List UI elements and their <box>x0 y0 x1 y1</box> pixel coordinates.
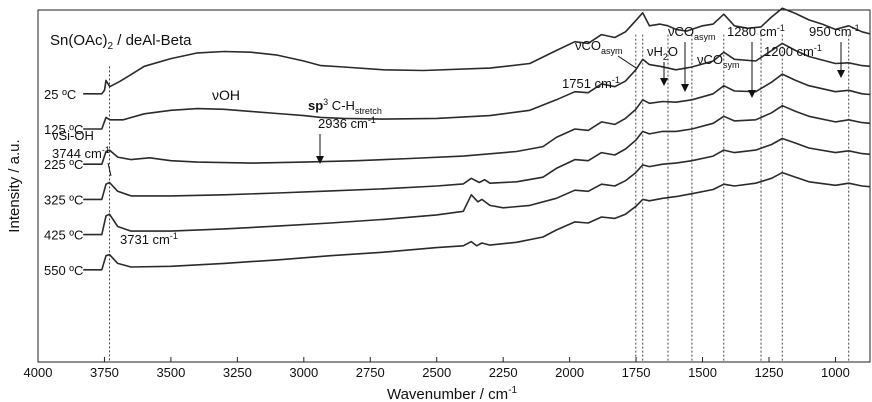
chart-title: Sn(OAc)2 / deAl-Beta <box>50 32 192 52</box>
annot-vh2o: νH2O <box>647 44 678 62</box>
annot-vsioh-pointer <box>107 162 112 177</box>
x-tick-label: 3500 <box>156 365 185 380</box>
x-tick-label: 1500 <box>688 365 717 380</box>
annot-950-arrowhead <box>837 70 845 78</box>
series-label: 325 ºC <box>44 192 83 207</box>
series-layer <box>83 7 871 271</box>
series-line-1 <box>83 42 871 130</box>
series-line-3 <box>83 104 871 201</box>
annot-sp3: sp3 C-Hstretch <box>308 97 382 116</box>
series-label: 125 ºC <box>44 122 83 137</box>
annot-voh: νOH <box>212 87 240 103</box>
annot-1200: 1200 cm-1 <box>764 43 822 59</box>
annot-1751: 1751 cm-1 <box>562 75 620 91</box>
annot-vsioh: νSi-OH <box>52 128 94 143</box>
x-axis-label: Wavenumber / cm-1 <box>387 385 517 402</box>
annot-vh2o-arrowhead <box>660 78 668 86</box>
annot-vco-asym-1-arrow <box>617 55 637 69</box>
annot-950: 950 cm-1 <box>809 23 860 39</box>
x-tick-label: 2000 <box>555 365 584 380</box>
series-line-5 <box>83 171 871 271</box>
x-tick-label: 1750 <box>622 365 651 380</box>
y-axis-label: Intensity / a.u. <box>6 139 23 232</box>
series-label: 25 ºC <box>44 87 76 102</box>
annot-sp3-wn: 2936 cm-1 <box>318 115 376 131</box>
annot-3731: 3731 cm-1 <box>120 231 178 247</box>
series-labels: 25 ºC 125 ºC 225 ºC 325 ºC 425 ºC 550 ºC <box>44 87 83 278</box>
x-tick-label: 3250 <box>223 365 252 380</box>
series-line-0 <box>83 7 871 95</box>
annot-sp3-arrowhead <box>316 156 324 164</box>
x-tick-label: 3000 <box>289 365 318 380</box>
x-tick-label: 4000 <box>24 365 53 380</box>
annot-vco-asym-1: νCOasym <box>575 38 623 56</box>
x-tick-label: 2500 <box>422 365 451 380</box>
x-tick-label: 3750 <box>90 365 119 380</box>
x-tick-label: 2750 <box>356 365 385 380</box>
series-label: 225 ºC <box>44 157 83 172</box>
series-label: 550 ºC <box>44 263 83 278</box>
series-label: 425 ºC <box>44 228 83 243</box>
annot-vco-asym-2-arrowhead <box>681 84 689 92</box>
plot-frame <box>37 9 871 363</box>
reference-lines <box>109 34 850 362</box>
annot-1280: 1280 cm-1 <box>727 23 785 39</box>
x-tick-label: 1000 <box>821 365 850 380</box>
x-tick-label: 2250 <box>489 365 518 380</box>
series-line-4 <box>83 137 871 236</box>
series-line-2 <box>83 73 871 165</box>
annot-1280-arrowhead <box>748 90 756 98</box>
annot-vco-sym: νCOsym <box>697 52 740 70</box>
x-tick-label: 1250 <box>755 365 784 380</box>
x-axis-ticks: 4000 3750 3500 3250 3000 2750 2500 2250 2000 1750… <box>24 357 850 380</box>
annot-vsioh-wn: 3744 cm-1 <box>52 145 110 161</box>
